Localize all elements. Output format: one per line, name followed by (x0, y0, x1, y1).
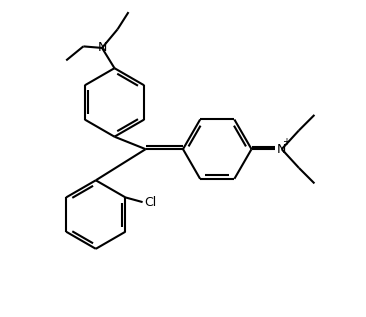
Text: N: N (97, 42, 107, 55)
Text: +: + (282, 137, 290, 147)
Text: Cl: Cl (144, 196, 156, 209)
Text: N: N (276, 143, 286, 156)
